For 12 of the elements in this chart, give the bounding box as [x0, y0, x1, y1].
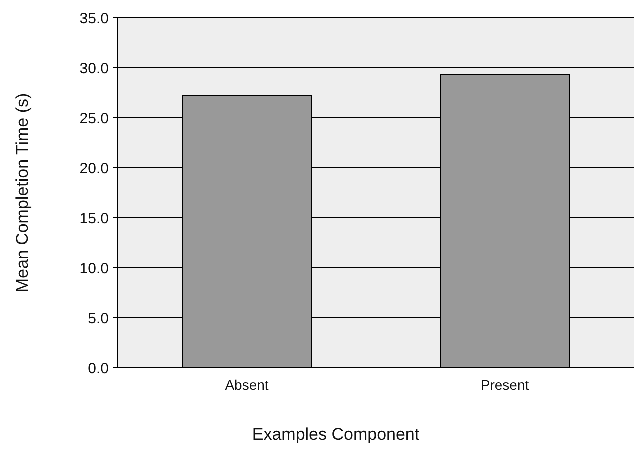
y-tick-label: 5.0 — [88, 310, 109, 328]
x-axis-title: Examples Component — [252, 425, 420, 444]
y-axis-title: Mean Completion Time (s) — [13, 93, 32, 293]
y-tick-label: 10.0 — [80, 260, 109, 278]
y-tick-label: 30.0 — [80, 60, 109, 78]
x-tick-label: Present — [480, 377, 530, 393]
y-tick-label: 25.0 — [80, 110, 109, 128]
y-tick-label: 35.0 — [80, 10, 109, 28]
y-tick-label: 15.0 — [80, 210, 109, 228]
y-tick-label: 20.0 — [80, 160, 109, 178]
x-tick-label: Absent — [225, 377, 269, 393]
y-tick-label: 0.0 — [88, 360, 109, 378]
